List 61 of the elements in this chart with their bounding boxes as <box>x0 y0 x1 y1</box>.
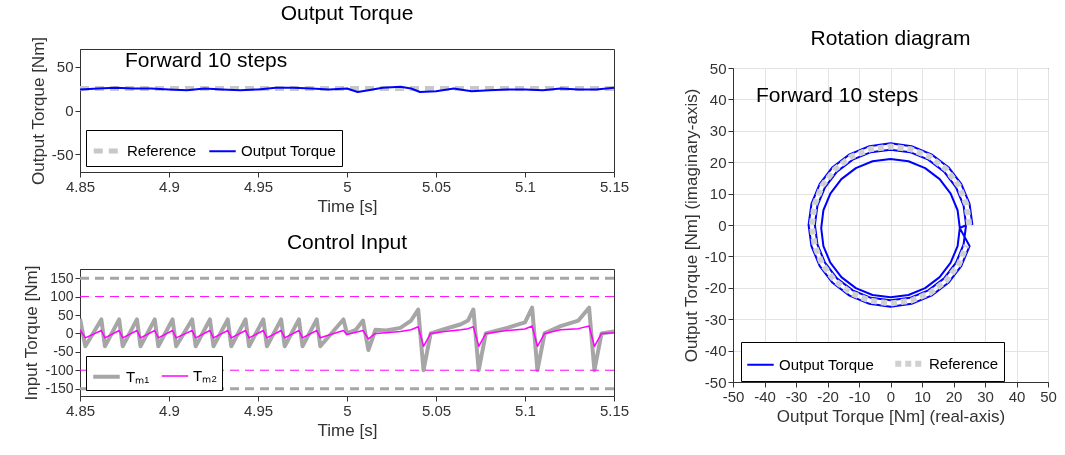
y-tick-label: -10 <box>704 247 727 265</box>
legend-label: Output Torque <box>779 355 874 373</box>
y-axis-title: Output Torque [Nm] <box>28 36 48 186</box>
y-tick-label: -50 <box>51 145 74 163</box>
y-axis-title: Output Torque [Nm] (imaginary-axis) <box>681 88 701 363</box>
y-tick-label: -20 <box>704 279 727 297</box>
y-tick-label: 40 <box>709 90 727 108</box>
y-tick-label: -40 <box>704 342 727 360</box>
y-tick-label: 0 <box>718 216 727 234</box>
y-tick-label: 100 <box>50 288 74 305</box>
legend-label: Output Torque <box>241 142 336 160</box>
legend-label: Reference <box>929 354 999 372</box>
x-tick-label: 4.9 <box>159 401 180 419</box>
y-tick-label: -100 <box>45 361 74 378</box>
x-tick-label: 4.85 <box>65 401 96 419</box>
x-tick-label: 5.15 <box>599 177 630 195</box>
x-tick-label: 5 <box>343 177 352 195</box>
x-tick-label: 30 <box>977 387 994 405</box>
x-tick-label: 4.9 <box>159 177 180 195</box>
x-tick-label: -10 <box>848 387 871 405</box>
y-tick-label: -150 <box>45 380 74 397</box>
x-tick-label: 20 <box>945 387 963 405</box>
x-tick-label: 5.1 <box>515 177 536 195</box>
chart-title: Rotation diagram <box>810 26 971 49</box>
annotation: Forward 10 steps <box>756 83 919 106</box>
x-tick-label: -20 <box>817 387 839 405</box>
y-tick-label: 0 <box>65 324 74 341</box>
chart-title: Output Torque <box>280 1 414 25</box>
x-tick-label: 5.15 <box>599 401 630 419</box>
y-tick-label: -30 <box>704 310 727 328</box>
x-tick-label: 10 <box>914 387 931 405</box>
x-tick-label: 4.95 <box>243 401 274 419</box>
x-tick-label: -30 <box>785 387 808 405</box>
chart-title: Control Input <box>286 229 408 253</box>
x-tick-label: 5.05 <box>421 401 452 419</box>
x-tick-label: 5.05 <box>421 177 452 195</box>
x-axis-title: Output Torque [Nm] (real-axis) <box>776 406 1006 426</box>
y-tick-label: 0 <box>65 102 74 119</box>
x-tick-label: -40 <box>754 387 776 405</box>
y-tick-label: 50 <box>57 306 74 323</box>
x-tick-label: 40 <box>1008 387 1026 405</box>
x-tick-label: 5.1 <box>515 401 536 419</box>
legend-label: Reference <box>127 142 197 159</box>
legend-label: Tₘ₂ <box>193 367 218 384</box>
x-tick-label: 50 <box>1040 387 1057 405</box>
legend-label: Tₘ₁ <box>126 367 150 385</box>
y-axis-title: Input Torque [Nm] <box>22 265 42 401</box>
x-tick-label: 0 <box>886 387 896 405</box>
x-tick-label: 5 <box>343 401 352 419</box>
y-tick-label: -50 <box>53 343 74 360</box>
x-axis-title: Time [s] <box>317 420 378 440</box>
x-axis-title: Time [s] <box>317 196 378 216</box>
line-series <box>80 325 614 348</box>
y-tick-label: 50 <box>709 59 727 77</box>
y-tick-label: 150 <box>50 269 74 286</box>
y-tick-label: 20 <box>709 153 727 171</box>
x-tick-label: 4.95 <box>243 177 274 195</box>
x-tick-label: 4.85 <box>65 177 96 195</box>
y-tick-label: 30 <box>709 122 727 140</box>
annotation: Forward 10 steps <box>125 48 288 71</box>
y-tick-label: 50 <box>56 58 74 76</box>
